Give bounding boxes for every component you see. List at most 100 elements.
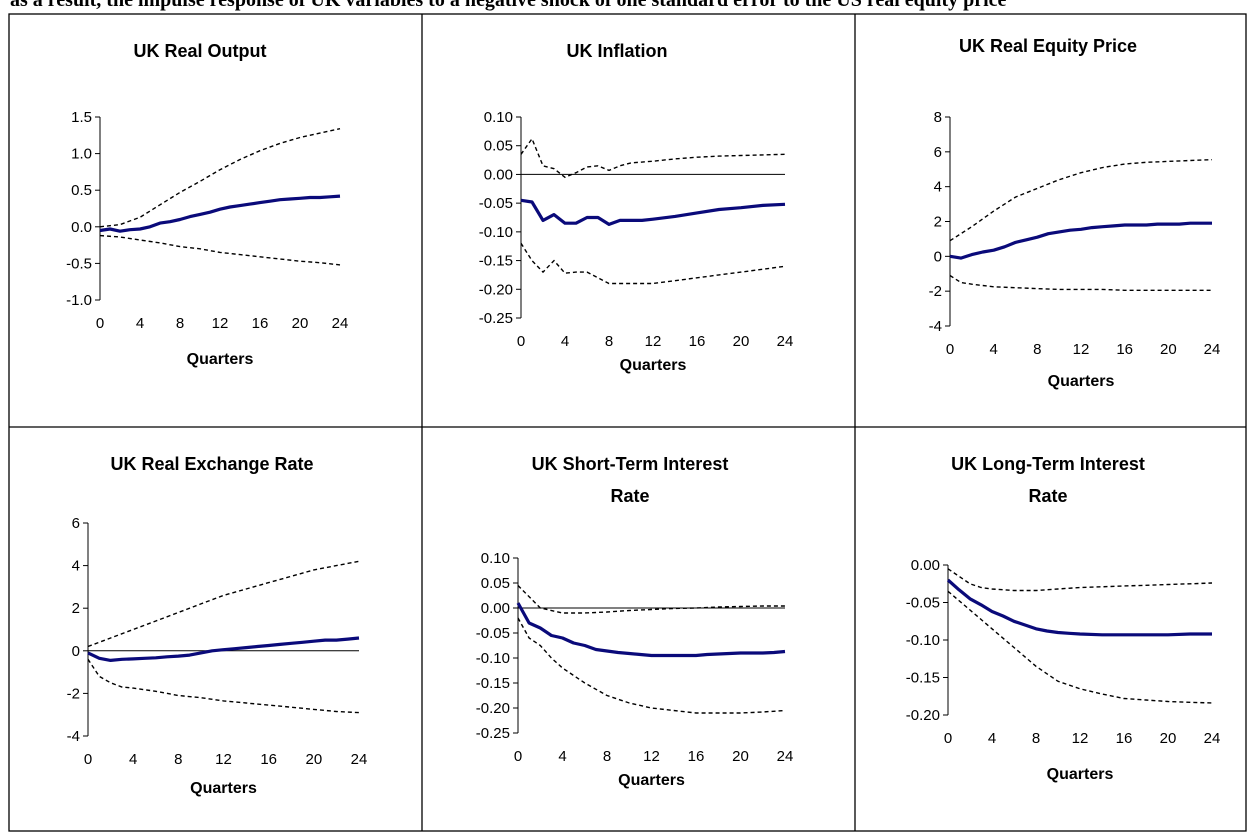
x-tick-label: 20 xyxy=(1160,730,1177,747)
x-axis-title: Quarters xyxy=(190,780,257,797)
y-tick-label: 0.10 xyxy=(484,109,513,126)
x-tick-label: 4 xyxy=(558,748,566,765)
upper-band-line xyxy=(517,585,785,614)
y-tick-label: 4 xyxy=(72,558,80,575)
central-estimate-line xyxy=(87,636,360,663)
x-tick-label: 12 xyxy=(1073,341,1090,358)
y-tick-label: 4 xyxy=(934,179,942,196)
upper-band-line xyxy=(99,128,341,228)
y-tick-label: 0.00 xyxy=(911,557,940,574)
x-axis-title: Quarters xyxy=(1048,373,1115,390)
y-tick-label: 0.0 xyxy=(71,219,92,236)
y-tick-label: 0.05 xyxy=(484,138,513,155)
x-tick-label: 12 xyxy=(212,315,229,332)
y-tick-label: 0 xyxy=(934,248,942,265)
central-estimate-line xyxy=(949,221,1212,260)
y-tick-label: 0.00 xyxy=(484,166,513,183)
chart-title-line: UK Short-Term Interest xyxy=(532,454,729,474)
x-tick-label: 20 xyxy=(1160,341,1177,358)
lower-band-line xyxy=(520,242,786,285)
y-tick-label: 0.5 xyxy=(71,182,92,199)
lower-band-line xyxy=(87,658,360,714)
x-tick-label: 24 xyxy=(1204,341,1221,358)
x-tick-label: 8 xyxy=(605,333,613,350)
y-tick-label: 0.00 xyxy=(481,600,510,617)
chart-title-line: UK Long-Term Interest xyxy=(951,454,1145,474)
x-tick-label: 4 xyxy=(129,751,137,768)
x-tick-label: 0 xyxy=(514,748,522,765)
chart-title-line: Rate xyxy=(1028,486,1067,506)
y-tick-label: 8 xyxy=(934,109,942,126)
x-tick-label: 12 xyxy=(215,751,232,768)
chart-panel-5: UK Short-Term Interest Rate 0.10 0.05 0.00 -0… xyxy=(476,454,794,789)
x-tick-label: 8 xyxy=(174,751,182,768)
lower-band-line xyxy=(517,617,786,714)
x-tick-label: 0 xyxy=(517,333,525,350)
x-tick-label: 24 xyxy=(351,751,368,768)
x-tick-label: 8 xyxy=(603,748,611,765)
y-tick-label: -0.15 xyxy=(476,675,510,692)
y-tick-label: 0.05 xyxy=(481,575,510,592)
y-tick-label: -0.05 xyxy=(906,595,940,612)
x-tick-label: 4 xyxy=(561,333,569,350)
x-axis-title: Quarters xyxy=(187,351,254,368)
central-estimate-line xyxy=(946,578,1212,637)
x-tick-label: 24 xyxy=(777,333,794,350)
x-tick-label: 24 xyxy=(1204,730,1221,747)
x-axis-title: Quarters xyxy=(1047,766,1114,783)
y-tick-label: -0.10 xyxy=(479,224,513,241)
x-tick-label: 8 xyxy=(1032,730,1040,747)
header-fragment-text: as a result, the impulse response of UK … xyxy=(10,0,1007,11)
x-tick-label: 8 xyxy=(1033,341,1041,358)
x-tick-label: 16 xyxy=(260,751,277,768)
chart-title: UK Real Exchange Rate xyxy=(110,454,313,474)
lower-band-line xyxy=(949,274,1212,291)
y-tick-label: -1.0 xyxy=(66,292,92,309)
x-tick-label: 16 xyxy=(1116,341,1133,358)
y-tick-label: 0.10 xyxy=(481,550,510,567)
y-tick-label: 6 xyxy=(934,144,942,161)
y-tick-label: -4 xyxy=(67,728,80,745)
x-tick-label: 4 xyxy=(988,730,996,747)
x-tick-label: 16 xyxy=(689,333,706,350)
x-tick-label: 0 xyxy=(946,341,954,358)
y-tick-label: -0.20 xyxy=(479,281,513,298)
lower-band-line xyxy=(947,590,1213,704)
y-tick-label: -0.20 xyxy=(476,700,510,717)
page-header-fragment: as a result, the impulse response of UK … xyxy=(0,0,1255,14)
x-tick-label: 20 xyxy=(732,748,749,765)
chart-title: UK Short-Term Interest Rate xyxy=(532,454,729,506)
x-tick-label: 20 xyxy=(305,751,322,768)
y-tick-label: 6 xyxy=(72,515,80,532)
upper-band-line xyxy=(947,568,1213,592)
chart-title: UK Real Output xyxy=(134,41,267,61)
x-tick-label: 20 xyxy=(733,333,750,350)
y-tick-label: -0.20 xyxy=(906,707,940,724)
chart-title: UK Real Equity Price xyxy=(959,36,1137,56)
central-estimate-line xyxy=(516,602,786,658)
y-tick-label: -0.25 xyxy=(476,725,510,742)
x-tick-label: 16 xyxy=(252,315,269,332)
y-tick-label: -0.10 xyxy=(476,650,510,667)
y-tick-label: -0.25 xyxy=(479,310,513,327)
central-estimate-line xyxy=(520,198,786,226)
x-axis-title: Quarters xyxy=(620,357,687,374)
x-tick-label: 0 xyxy=(944,730,952,747)
y-tick-label: 1.5 xyxy=(71,109,92,126)
x-tick-label: 4 xyxy=(989,341,997,358)
y-tick-label: -4 xyxy=(929,318,942,335)
y-tick-label: -2 xyxy=(67,685,80,702)
chart-title-line: Rate xyxy=(610,486,649,506)
x-tick-label: 24 xyxy=(332,315,349,332)
chart-panel-6: UK Long-Term Interest Rate 0.00 -0.05 -0.10 -… xyxy=(906,454,1221,783)
central-estimate-line xyxy=(99,194,341,233)
y-tick-label: 2 xyxy=(934,214,942,231)
x-tick-label: 16 xyxy=(1116,730,1133,747)
y-tick-label: 0 xyxy=(72,643,80,660)
y-tick-label: 1.0 xyxy=(71,146,92,163)
upper-band-line xyxy=(520,137,786,179)
y-tick-label: -0.05 xyxy=(479,195,513,212)
